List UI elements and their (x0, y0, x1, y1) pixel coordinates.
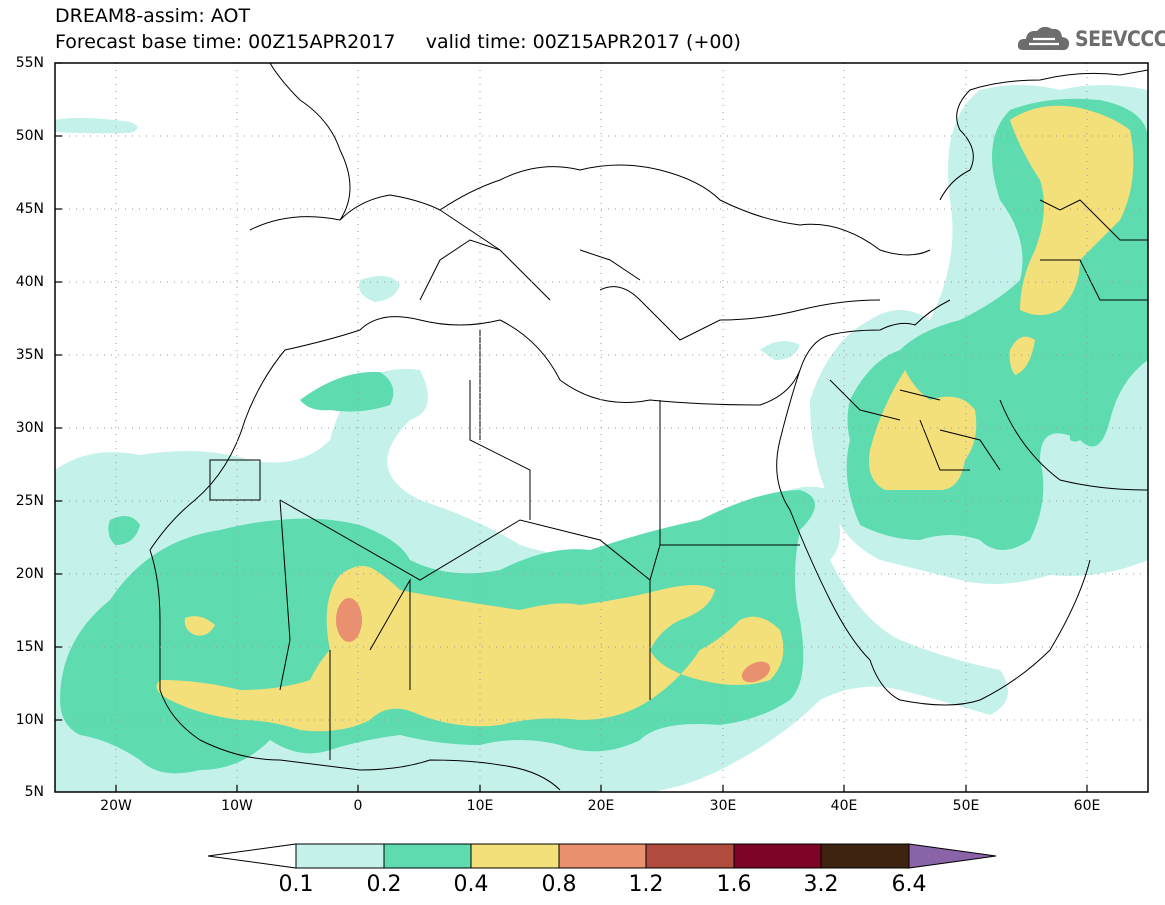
colorbar-label: 6.4 (891, 872, 927, 897)
colorbar-swatch (733, 843, 822, 869)
lon-label: 10E (466, 798, 494, 814)
colorbar-swatch (470, 843, 560, 869)
lon-label: 0 (353, 798, 363, 814)
colorbar-label: 0.2 (366, 872, 402, 897)
colorbar-swatch (295, 843, 385, 869)
lon-label: 60E (1073, 798, 1101, 814)
colorbar-label: 0.8 (541, 872, 577, 897)
colorbar-low-arrow (207, 843, 297, 869)
colorbar-label: 3.2 (803, 872, 839, 897)
lon-label: 40E (830, 798, 858, 814)
colorbar-high-arrow (908, 843, 997, 869)
colorbar-label: 1.2 (628, 872, 664, 897)
map-title: DREAM8-assim: AOT (55, 5, 251, 27)
forecast-time-subtitle: Forecast base time: 00Z15APR2017 valid t… (55, 31, 741, 53)
lon-label: 50E (952, 798, 980, 814)
colorbar-swatch (820, 843, 910, 869)
colorbar (207, 843, 997, 869)
lat-label: 40N (15, 274, 44, 290)
lon-label: 30E (709, 798, 737, 814)
aot-shading (55, 85, 1148, 792)
colorbar-swatch (645, 843, 735, 869)
graticule (55, 63, 1148, 792)
colorbar-swatch (558, 843, 647, 869)
colorbar-label: 1.6 (716, 872, 752, 897)
lat-label: 35N (15, 347, 44, 363)
colorbar-label: 0.1 (278, 872, 314, 897)
lat-label: 15N (15, 639, 44, 655)
lat-label: 55N (15, 55, 44, 71)
lat-label: 25N (15, 493, 44, 509)
lon-label: 20W (100, 798, 132, 814)
colorbar-swatch (383, 843, 472, 869)
aot-level-0.8 (336, 598, 771, 683)
lat-label: 10N (15, 712, 44, 728)
colorbar-label: 0.4 (453, 872, 489, 897)
aot-level-0.4 (156, 105, 1134, 732)
lat-label: 20N (15, 566, 44, 582)
lon-label: 20E (587, 798, 615, 814)
lat-label: 50N (15, 128, 44, 144)
coastlines-borders (149, 63, 1148, 791)
logo-text: SEEVCCC (1075, 27, 1165, 51)
lat-label: 5N (24, 784, 44, 800)
seevccc-logo-cloud-icon (1017, 26, 1070, 51)
lon-label: 10W (221, 798, 253, 814)
lat-label: 30N (15, 420, 44, 436)
axis-ticks (55, 62, 1088, 792)
lat-label: 45N (15, 201, 44, 217)
